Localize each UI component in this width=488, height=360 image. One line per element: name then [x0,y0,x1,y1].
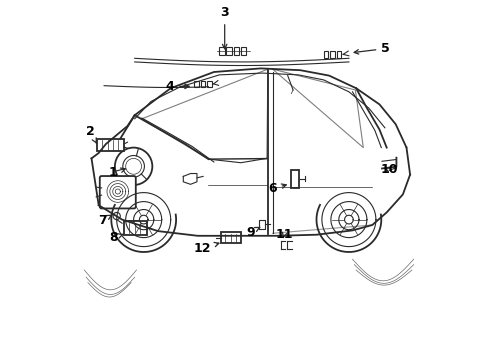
FancyBboxPatch shape [194,81,199,87]
Text: 2: 2 [86,125,96,143]
Text: 12: 12 [193,242,219,255]
FancyBboxPatch shape [206,81,211,87]
Text: 4: 4 [165,80,189,93]
Text: 8: 8 [109,231,123,244]
Text: 1: 1 [109,166,125,179]
FancyBboxPatch shape [233,47,239,55]
Text: 3: 3 [220,6,228,49]
Text: 10: 10 [380,163,397,176]
FancyBboxPatch shape [200,81,205,87]
FancyBboxPatch shape [226,47,231,55]
FancyBboxPatch shape [329,51,334,58]
Text: 7: 7 [98,214,112,227]
FancyBboxPatch shape [123,221,147,235]
FancyBboxPatch shape [241,47,246,55]
FancyBboxPatch shape [219,47,224,55]
Text: 6: 6 [268,183,285,195]
FancyBboxPatch shape [97,139,123,151]
Text: 5: 5 [353,42,389,55]
Text: 9: 9 [245,226,260,239]
FancyBboxPatch shape [336,51,341,58]
Text: 11: 11 [275,228,292,241]
FancyBboxPatch shape [323,51,328,58]
FancyBboxPatch shape [100,176,136,208]
FancyBboxPatch shape [290,170,298,188]
FancyBboxPatch shape [221,232,241,243]
